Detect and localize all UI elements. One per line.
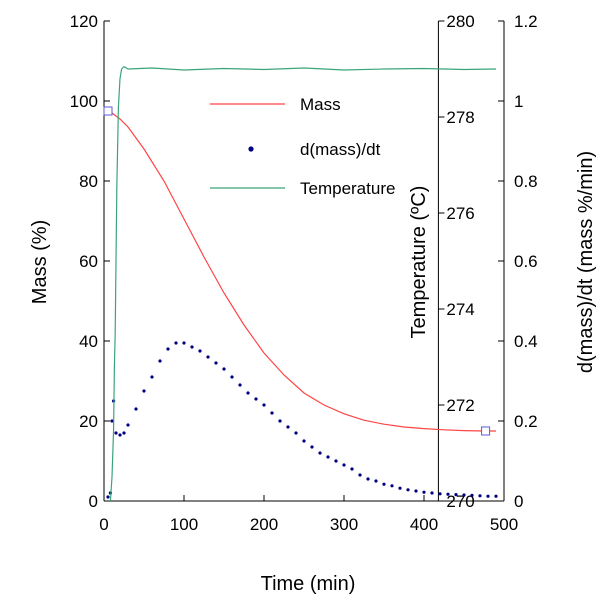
data-point-d-mass-dt (122, 431, 126, 435)
y-axis-label-temperature: Temperature (ºC) (408, 186, 430, 339)
data-point-d-mass-dt (486, 494, 490, 498)
data-point-d-mass-dt (254, 397, 258, 401)
data-point-d-mass-dt (398, 486, 402, 490)
data-point-d-mass-dt (174, 341, 178, 345)
data-point-d-mass-dt (114, 431, 118, 435)
data-point-d-mass-dt (106, 495, 110, 499)
data-point-d-mass-dt (278, 419, 282, 423)
y-left-tick-label: 40 (79, 332, 98, 351)
data-point-d-mass-dt (430, 491, 434, 495)
data-point-d-mass-dt (350, 467, 354, 471)
y-right-tick-label: 0.2 (514, 412, 538, 431)
data-point-d-mass-dt (446, 492, 450, 496)
data-point-d-mass-dt (118, 433, 122, 437)
y-left-tick-label: 60 (79, 252, 98, 271)
data-point-d-mass-dt (470, 493, 474, 497)
data-point-d-mass-dt (262, 403, 266, 407)
y-left-tick-label: 120 (70, 12, 98, 31)
data-point-d-mass-dt (294, 431, 298, 435)
data-point-d-mass-dt (366, 477, 370, 481)
data-point-d-mass-dt (214, 361, 218, 365)
y-left-tick-label: 80 (79, 172, 98, 191)
y-right-tick-label: 0.4 (514, 332, 538, 351)
data-point-d-mass-dt (390, 484, 394, 488)
data-point-d-mass-dt (374, 479, 378, 483)
x-tick-label: 500 (490, 515, 518, 534)
data-point-d-mass-dt (238, 383, 242, 387)
axes-layer: 0 100 200 300 400 500 0 20 40 60 80 100 120 270 272 274… (70, 12, 538, 534)
y-right-tick-label: 0.6 (514, 252, 538, 271)
data-point-d-mass-dt (126, 423, 130, 427)
x-tick-label: 100 (170, 515, 198, 534)
data-point-d-mass-dt (190, 345, 194, 349)
data-point-d-mass-dt (310, 445, 314, 449)
y-left-tick-label: 100 (70, 92, 98, 111)
y-axis-label-right: d(mass)/dt (mass %/min) (575, 151, 596, 373)
data-point-d-mass-dt (478, 494, 482, 498)
data-point-d-mass-dt (302, 439, 306, 443)
y-temperature-tick-label: 280 (446, 12, 474, 31)
x-tick-label: 200 (250, 515, 278, 534)
legend-label-temperature: Temperature (300, 179, 395, 198)
data-point-d-mass-dt (358, 473, 362, 477)
start-marker (103, 106, 113, 116)
x-axis-label: Time (min) (261, 573, 356, 595)
legend-label-dmdt: d(mass)/dt (300, 140, 381, 159)
x-tick-label: 0 (99, 515, 108, 534)
y-right-tick-label: 0 (514, 492, 523, 511)
data-point-d-mass-dt (342, 463, 346, 467)
y-temperature-tick-label: 272 (446, 396, 474, 415)
data-point-d-mass-dt (414, 489, 418, 493)
data-point-d-mass-dt (422, 490, 426, 494)
y-right-tick-label: 1.2 (514, 12, 538, 31)
data-point-d-mass-dt (182, 341, 186, 345)
series-layer (103, 65, 498, 502)
end-marker (481, 426, 491, 436)
y-temperature-tick-label: 274 (446, 300, 474, 319)
data-point-d-mass-dt (142, 389, 146, 393)
data-point-d-mass-dt (286, 425, 290, 429)
y-right-tick-label: 1 (514, 92, 523, 111)
y-axis-label-left: Mass (%) (29, 220, 51, 304)
data-point-d-mass-dt (462, 493, 466, 497)
data-point-d-mass-dt (454, 493, 458, 497)
data-point-d-mass-dt (230, 375, 234, 379)
data-point-d-mass-dt (110, 419, 114, 423)
data-point-d-mass-dt (406, 488, 410, 492)
data-point-d-mass-dt (222, 367, 226, 371)
series-d-mass-dt (106, 341, 498, 499)
data-point-d-mass-dt (158, 359, 162, 363)
data-point-d-mass-dt (494, 494, 498, 498)
x-tick-label: 400 (410, 515, 438, 534)
data-point-d-mass-dt (382, 482, 386, 486)
legend-swatch-dmdt (248, 146, 254, 152)
y-temperature-tick-label: 278 (446, 108, 474, 127)
data-point-d-mass-dt (318, 451, 322, 455)
data-point-d-mass-dt (270, 411, 274, 415)
data-point-d-mass-dt (166, 347, 170, 351)
data-point-d-mass-dt (326, 455, 330, 459)
series-line-temperature (109, 65, 497, 502)
series-line-mass (103, 106, 496, 432)
data-point-d-mass-dt (206, 355, 210, 359)
y-left-tick-label: 0 (89, 492, 98, 511)
legend: Mass d(mass)/dt Temperature (210, 95, 395, 198)
legend-label-mass: Mass (300, 95, 341, 114)
data-point-d-mass-dt (150, 375, 154, 379)
y-temperature-tick-label: 276 (446, 204, 474, 223)
data-point-d-mass-dt (134, 407, 138, 411)
data-point-d-mass-dt (246, 391, 250, 395)
y-right-tick-label: 0.8 (514, 172, 538, 191)
data-point-d-mass-dt (438, 492, 442, 496)
data-point-d-mass-dt (334, 459, 338, 463)
y-left-tick-label: 20 (79, 412, 98, 431)
x-tick-label: 300 (330, 515, 358, 534)
y-temperature-tick-label: 270 (446, 492, 474, 511)
data-point-d-mass-dt (198, 349, 202, 353)
